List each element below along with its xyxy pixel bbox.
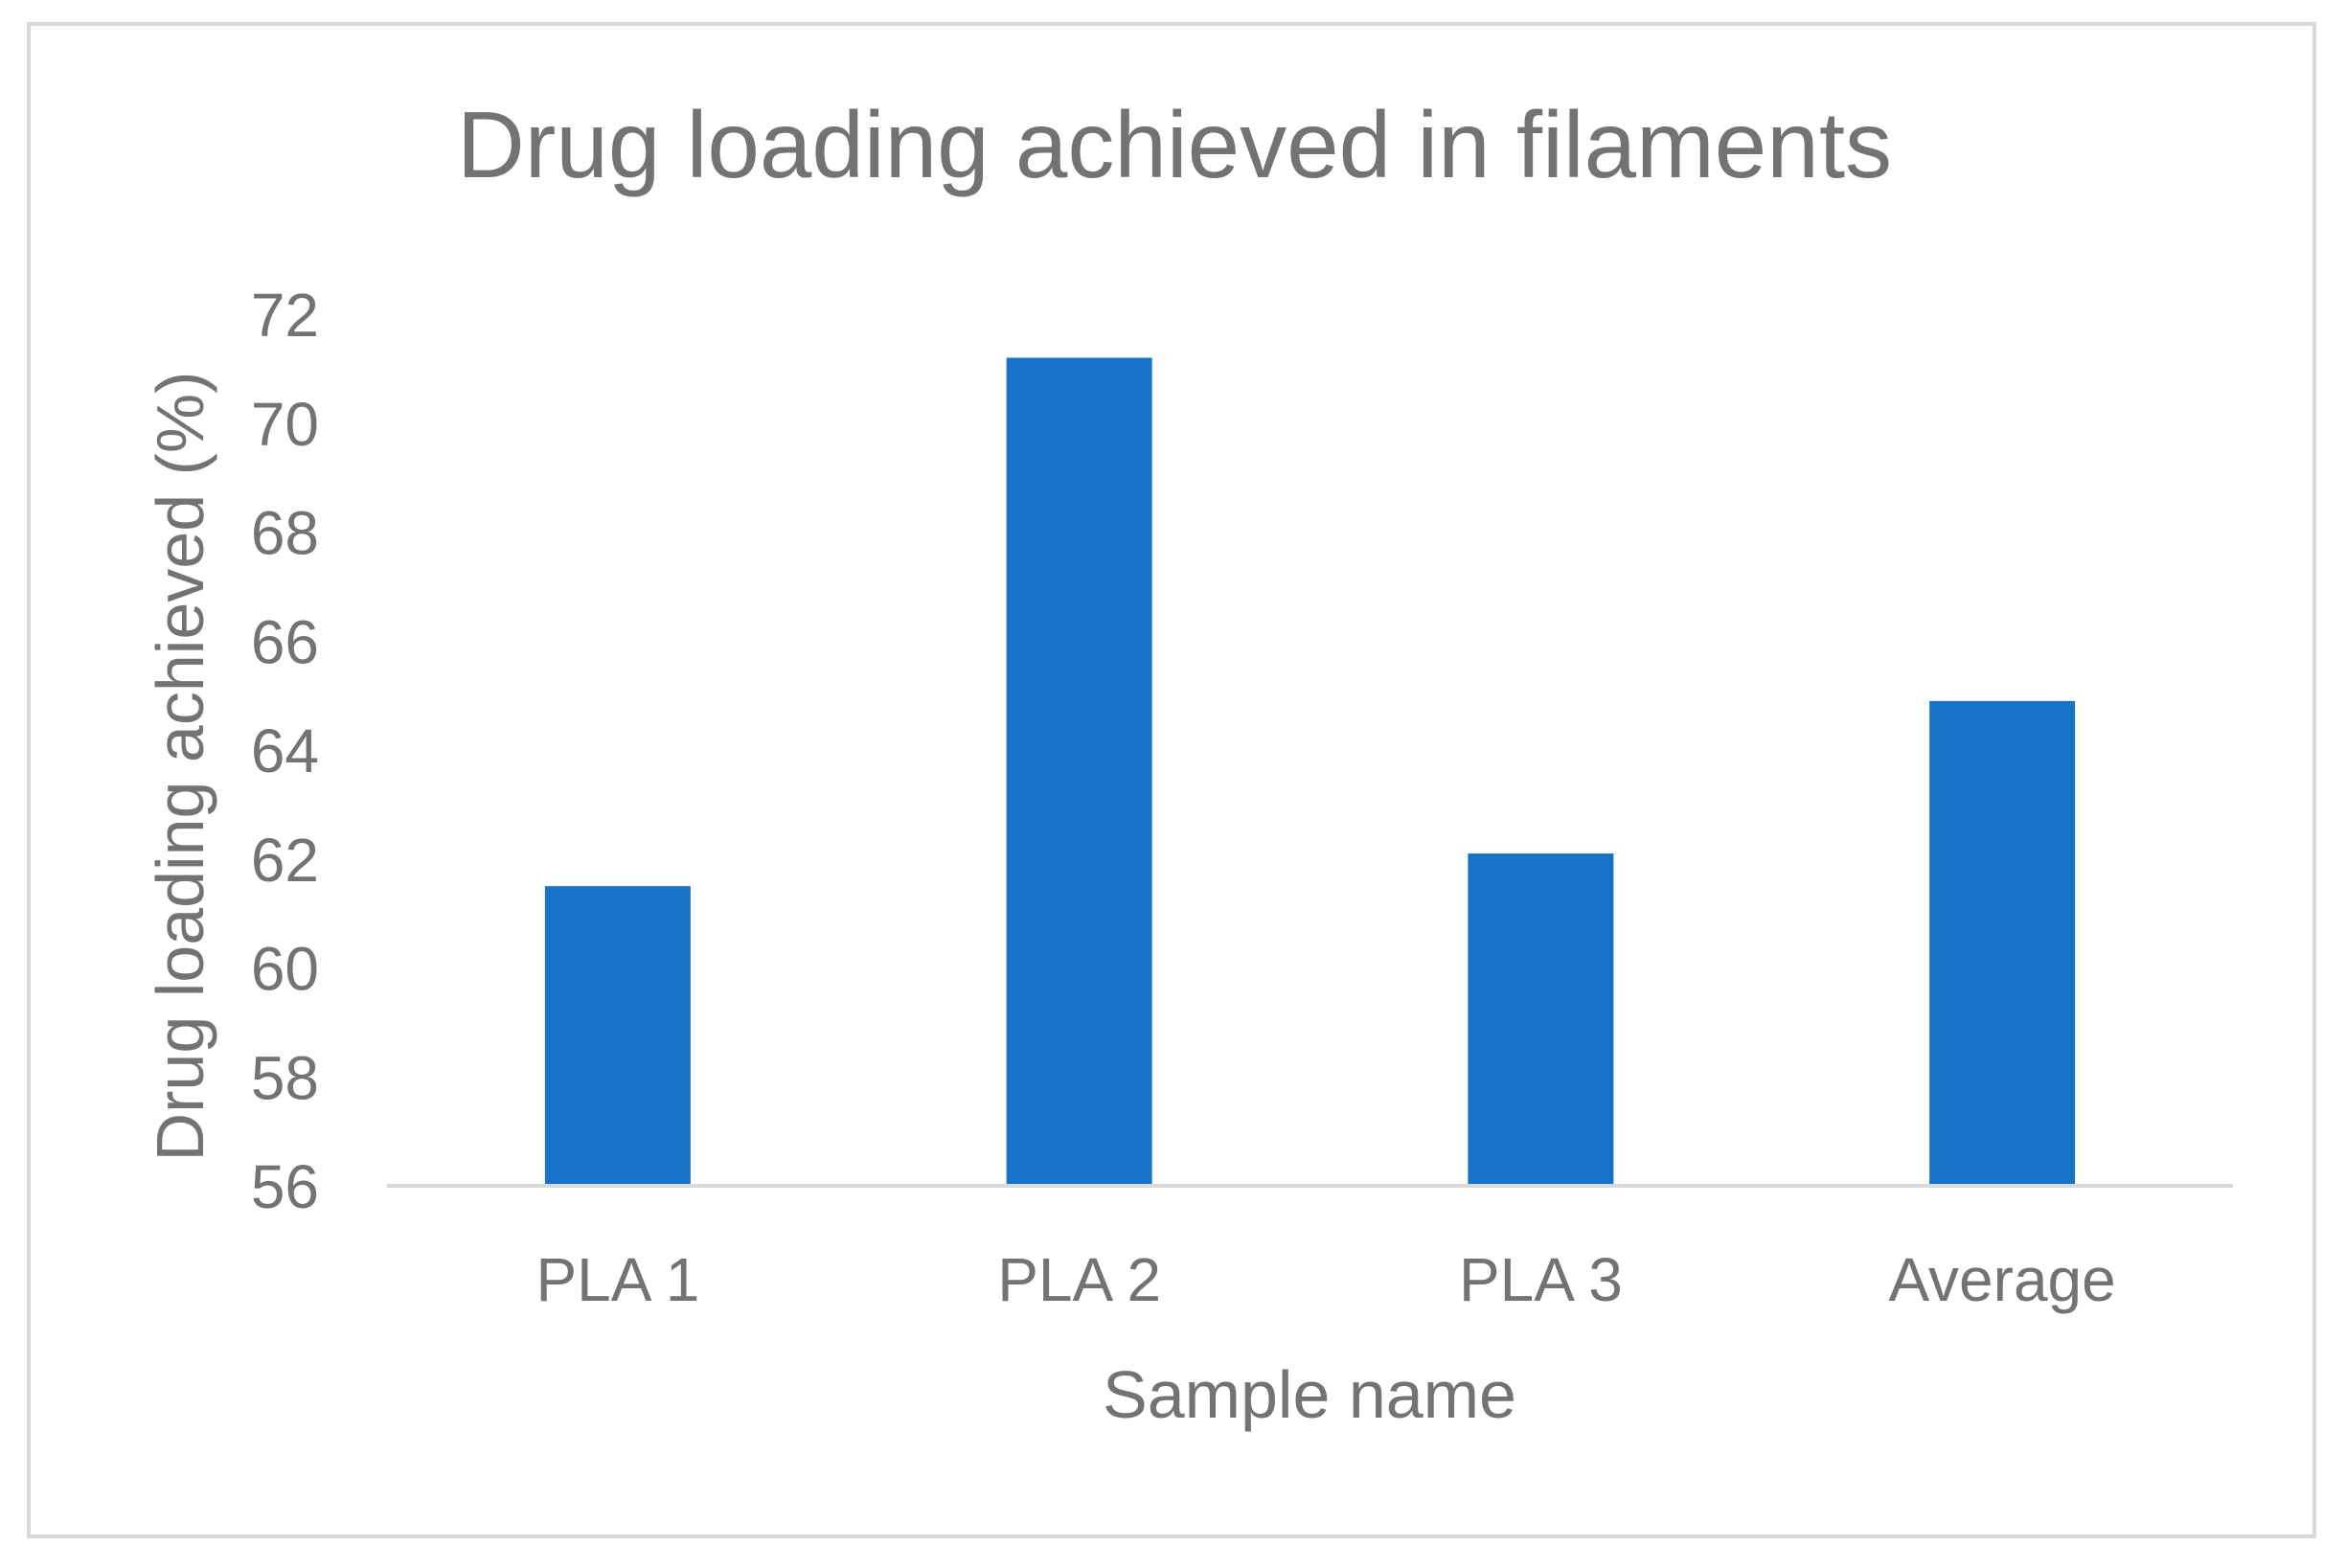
y-tick-label: 56	[251, 1152, 319, 1221]
y-tick-label: 62	[251, 826, 319, 895]
y-tick-label: 60	[251, 935, 319, 1004]
x-tick-label: PLA 1	[535, 1245, 699, 1314]
y-tick-label: 68	[251, 499, 319, 568]
bar-average	[1929, 700, 2076, 1186]
y-tick-label: 70	[251, 390, 319, 459]
bar-pla-2	[1006, 357, 1152, 1186]
x-tick-label: Average	[1889, 1245, 2116, 1314]
bar-pla-1	[544, 886, 691, 1186]
y-tick-label: 72	[251, 281, 319, 350]
x-tick-label: PLA 2	[997, 1245, 1161, 1314]
bar-pla-3	[1468, 853, 1614, 1186]
y-tick-label: 64	[251, 716, 319, 785]
x-axis-label: Sample name	[1103, 1357, 1516, 1432]
y-axis-ticks: 56 58 60 62 64 66 68 70 72	[251, 281, 319, 1221]
y-tick-label: 66	[251, 607, 319, 676]
y-axis-label: Drug loading achieved (%)	[143, 372, 217, 1162]
y-tick-label: 58	[251, 1043, 319, 1112]
x-axis-ticks: PLA 1 PLA 2 PLA 3 Average	[535, 1245, 2115, 1314]
bars	[544, 357, 2076, 1186]
x-tick-label: PLA 3	[1459, 1245, 1623, 1314]
chart-title: Drug loading achieved in filaments	[457, 92, 1892, 197]
